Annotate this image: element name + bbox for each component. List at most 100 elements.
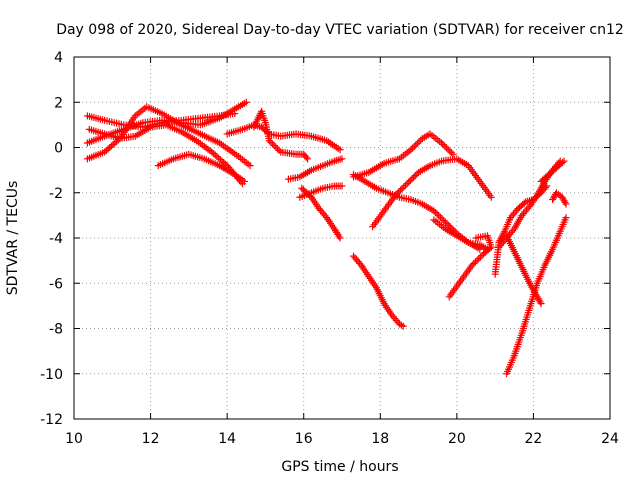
data-point [111,139,119,147]
y-tick-label: -12 [40,412,63,428]
data-point [441,142,449,150]
data-point [392,316,400,324]
y-tick-label: -8 [49,322,63,338]
data-point [102,147,110,155]
data-point [353,256,361,264]
data-point [218,157,226,165]
y-tick-label: -2 [49,186,63,202]
data-point [398,185,406,193]
data-point [399,322,407,330]
data-point [304,155,312,163]
data-point [113,137,121,145]
data-point [397,186,405,194]
data-point [473,256,481,264]
series-arc-10 [298,184,344,242]
series-arc-4 [85,121,246,188]
data-point [273,145,281,153]
chart-title: Day 098 of 2020, Sidereal Day-to-day VTE… [56,22,624,38]
data-point [336,146,344,154]
data-point [336,234,344,242]
data-point [265,137,273,145]
data-point [104,145,112,153]
data-point [354,258,362,266]
data-point [446,223,454,231]
data-point [536,298,544,306]
data-point [436,213,444,221]
data-point [403,180,411,188]
data-point [537,300,545,308]
series-arc-22 [549,189,570,208]
data-point [478,251,486,259]
data-point [472,234,480,242]
series-arc-21 [537,157,568,185]
y-tick-label: 2 [54,95,63,111]
data-point [443,220,451,228]
data-point [401,181,409,189]
data-point [438,139,446,147]
data-point [441,218,449,226]
series-arc-11 [349,252,407,330]
data-point [510,210,518,218]
series-arc-20 [503,214,570,378]
y-tick-label: 4 [54,50,63,66]
data-point [391,315,399,323]
data-point [393,189,401,197]
data-point [470,260,478,268]
data-point [320,210,328,218]
data-point [561,198,569,206]
data-point [302,153,310,161]
y-tick-label: 0 [54,141,63,157]
x-tick-label: 12 [142,431,160,447]
x-tick-label: 14 [218,431,236,447]
data-point [475,255,483,263]
x-tick-label: 10 [65,431,83,447]
data-point [413,139,421,147]
series-arc-12 [349,130,457,181]
y-tick-label: -6 [49,276,63,292]
data-point [476,253,484,261]
data-point [208,148,216,156]
data-point [408,175,416,183]
data-point [435,212,443,220]
data-point [439,141,447,149]
data-point [109,140,117,148]
x-tick-label: 24 [601,431,619,447]
data-point [269,140,277,148]
data-point [433,210,441,218]
series-arc-19 [503,232,545,308]
data-point [511,208,519,216]
data-point [417,136,425,144]
data-point [444,145,452,153]
series-arc-16 [445,232,495,301]
data-point [507,229,515,237]
data-point [513,206,521,214]
data-point [410,143,418,151]
data-point [349,252,357,260]
data-point [216,156,224,164]
x-axis-label: GPS time / hours [281,459,398,475]
data-point [409,144,417,152]
y-axis-label: SDTVAR / TECUs [5,181,21,296]
data-point [351,254,359,262]
data-points [83,98,570,378]
data-point [246,162,254,170]
data-point [267,138,275,146]
data-point [405,178,413,186]
data-point [272,143,280,151]
data-point [275,146,283,154]
data-point [211,151,219,159]
series-arc-14 [369,155,495,231]
series-arc-5 [154,150,248,185]
data-point [562,200,570,208]
data-point [410,173,418,181]
data-point [559,158,567,166]
data-point [301,187,309,195]
series-arc-6 [223,121,344,154]
data-point [210,150,218,158]
data-point [413,170,421,178]
data-point [415,138,423,146]
data-point [304,190,312,198]
data-point [318,208,326,216]
data-point [487,193,495,201]
